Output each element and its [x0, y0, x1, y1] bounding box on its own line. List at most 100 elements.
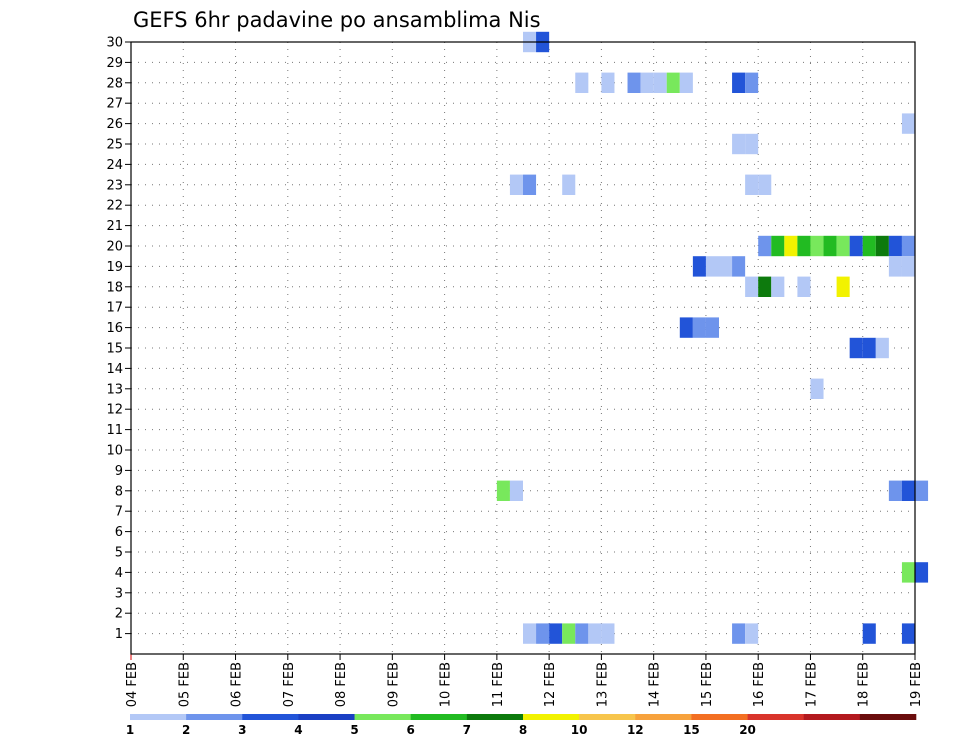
heatmap-cell-19 — [758, 235, 772, 257]
x-tick-label: 17 FEB — [804, 662, 819, 707]
colorbar-label: 7 — [463, 723, 471, 737]
colorbar-segment — [803, 714, 861, 720]
colorbar-segment — [747, 714, 805, 720]
heatmap-cell-12 — [732, 133, 746, 155]
heatmap-cell-14 — [509, 174, 523, 195]
heatmap-cell-11 — [901, 113, 915, 134]
y-tick-label: 30 — [106, 36, 123, 51]
heatmap-cell-6 — [653, 72, 667, 93]
heatmap-cell-4 — [627, 72, 641, 93]
heatmap-cell-51 — [888, 480, 902, 501]
heatmap-cell-2 — [575, 72, 589, 93]
colorbar-segment — [635, 714, 692, 720]
y-tick-label: 20 — [106, 240, 123, 255]
y-tick-label: 24 — [106, 158, 123, 173]
heatmap-cell-18 — [758, 174, 772, 195]
colorbar-segment — [298, 714, 355, 720]
y-tick-label: 15 — [106, 342, 123, 357]
y-tick-label: 23 — [106, 178, 123, 193]
heatmap-cell-25 — [836, 235, 850, 257]
plot-frame — [130, 41, 916, 655]
y-tick-label: 29 — [106, 56, 123, 71]
x-tick-label: 14 FEB — [648, 662, 663, 707]
y-tick-label: 6 — [115, 525, 123, 540]
colorbar-label: 15 — [683, 723, 700, 737]
heatmap-cell-17 — [745, 174, 759, 195]
heatmap-cell-46 — [862, 337, 876, 359]
colorbar-segment — [242, 714, 299, 720]
y-tick-label: 8 — [115, 484, 123, 499]
x-tick-label: 16 FEB — [752, 662, 767, 707]
colorbar-label: 20 — [739, 723, 756, 737]
heatmap-cell-43 — [692, 317, 706, 338]
x-axis: 04 FEB 05 FEB 06 FEB 07 FEB 08 FEB 09 FEB 10 F… — [125, 654, 924, 707]
heatmap-cell-58 — [549, 623, 563, 644]
heatmap-cell-56 — [523, 623, 537, 644]
y-tick-label: 2 — [115, 607, 123, 622]
colorbar-segment — [691, 714, 748, 720]
x-tick-label: 04 FEB — [125, 662, 140, 707]
y-tick-label: 25 — [106, 138, 123, 153]
heatmap-cell-53 — [915, 480, 929, 501]
x-tick-label: 07 FEB — [282, 662, 297, 707]
x-tick-label: 12 FEB — [543, 662, 558, 707]
colorbar-label: 4 — [294, 723, 302, 737]
heatmap-cell-9 — [732, 72, 746, 93]
colorbar-label: 5 — [350, 723, 358, 737]
x-tick-label: 06 FEB — [230, 662, 245, 707]
heatmap-cell-33 — [719, 256, 733, 277]
heatmap-cell-61 — [588, 623, 602, 644]
heatmap-cell-8 — [679, 72, 693, 93]
heatmap-cell-31 — [692, 256, 706, 277]
heatmap-cell-7 — [666, 72, 680, 93]
colorbar-segment — [466, 714, 524, 720]
heatmap-cell-65 — [862, 623, 876, 644]
heatmap-cell-42 — [679, 317, 693, 338]
x-tick-label: 05 FEB — [177, 662, 192, 707]
x-tick-label: 19 FEB — [909, 662, 924, 707]
heatmap-cell-57 — [536, 623, 550, 644]
heatmap-cell-28 — [875, 235, 889, 257]
heatmap-cell-36 — [901, 256, 915, 277]
y-tick-label: 16 — [106, 321, 123, 336]
colorbar-label: 2 — [182, 723, 190, 737]
heatmap-cell-45 — [849, 337, 863, 359]
x-tick-label: 10 FEB — [439, 662, 454, 707]
y-tick-label: 14 — [106, 362, 123, 377]
heatmap-cell-54 — [901, 562, 915, 583]
colorbar-label: 10 — [571, 723, 588, 737]
heatmap-cell-24 — [823, 235, 837, 257]
colorbar: 1 2 3 4 5 6 7 8 10 12 15 20 — [126, 714, 917, 737]
heatmap-cells — [496, 31, 929, 644]
colorbar-segment — [130, 714, 187, 720]
heatmap-cell-10 — [745, 72, 759, 93]
chart-title: GEFS 6hr padavine po ansamblima Nis — [133, 8, 541, 32]
x-tick-label: 09 FEB — [386, 662, 401, 707]
colorbar-label: 1 — [126, 723, 134, 737]
colorbar-segment — [410, 714, 468, 720]
heatmap-cell-50 — [509, 480, 523, 501]
heatmap-cell-23 — [810, 235, 824, 257]
heatmap-cell-35 — [888, 256, 902, 277]
x-tick-label: 13 FEB — [595, 662, 610, 707]
grid-lines — [131, 41, 915, 654]
heatmap-cell-55 — [915, 562, 929, 583]
heatmap-cell-63 — [732, 623, 746, 644]
y-tick-label: 5 — [115, 546, 123, 561]
heatmap-cell-34 — [732, 256, 746, 277]
heatmap-cell-21 — [784, 235, 798, 257]
colorbar-label: 12 — [627, 723, 644, 737]
heatmap-cell-52 — [901, 480, 915, 501]
y-tick-label: 10 — [106, 444, 123, 459]
heatmap-cell-39 — [771, 276, 785, 297]
heatmap-cell-16 — [562, 174, 576, 195]
heatmap-cell-37 — [745, 276, 759, 297]
heatmap-cell-41 — [836, 276, 850, 297]
y-tick-label: 1 — [115, 627, 123, 642]
heatmap-cell-32 — [705, 256, 719, 277]
heatmap-cell-49 — [496, 480, 510, 501]
heatmap-cell-30 — [901, 235, 915, 257]
colorbar-segment — [354, 714, 412, 720]
heatmap-cell-29 — [888, 235, 902, 257]
